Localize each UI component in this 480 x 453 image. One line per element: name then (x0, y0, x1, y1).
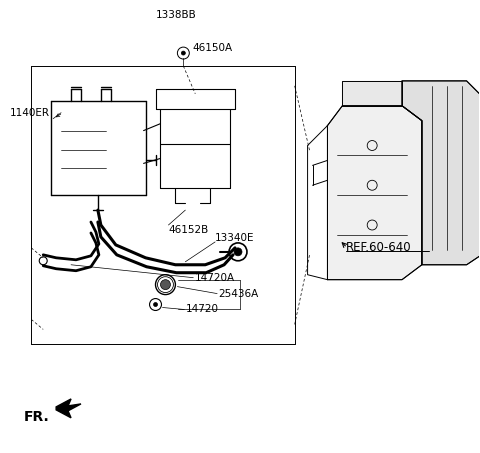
Text: REF.60-640: REF.60-640 (347, 241, 412, 255)
Text: 1140ER: 1140ER (10, 108, 49, 118)
Text: 25436A: 25436A (218, 289, 258, 299)
Circle shape (160, 280, 170, 289)
Polygon shape (342, 81, 402, 106)
Text: FR.: FR. (24, 410, 49, 424)
Circle shape (181, 51, 185, 55)
Text: 46152B: 46152B (168, 225, 209, 235)
Circle shape (234, 248, 242, 256)
Text: 46150A: 46150A (192, 43, 232, 53)
Text: 13340E: 13340E (215, 233, 255, 243)
Polygon shape (56, 399, 81, 418)
Polygon shape (402, 81, 480, 265)
Text: 14720: 14720 (185, 304, 218, 314)
Polygon shape (327, 106, 422, 280)
Text: 14720A: 14720A (195, 273, 235, 283)
Circle shape (154, 303, 157, 307)
Text: 1338BB: 1338BB (156, 10, 196, 20)
